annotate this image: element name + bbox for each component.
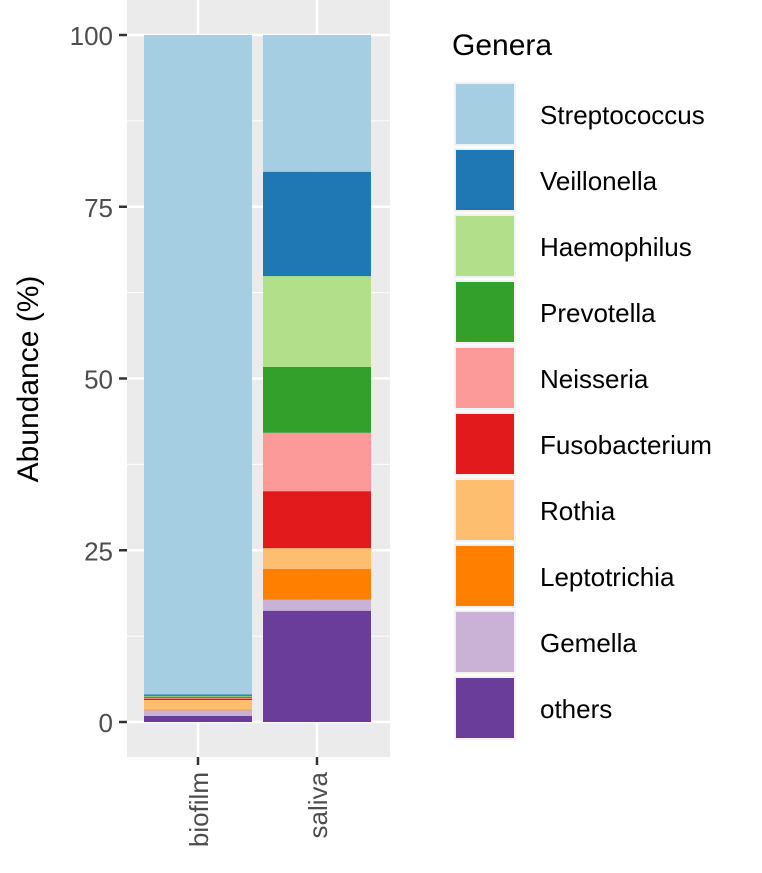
legend-label: others bbox=[540, 694, 612, 724]
bar-biofilm-veillonella bbox=[144, 694, 252, 696]
x-tick-label-biofilm: biofilm bbox=[184, 772, 214, 847]
bar-biofilm-others bbox=[144, 715, 252, 722]
legend-label: Haemophilus bbox=[540, 232, 692, 262]
legend-label: Streptococcus bbox=[540, 100, 705, 130]
bar-saliva-neisseria bbox=[263, 432, 371, 492]
legend-key-rothia bbox=[456, 480, 514, 540]
legend-key-gemella bbox=[456, 612, 514, 672]
legend-title: Genera bbox=[452, 29, 552, 62]
bar-saliva-rothia bbox=[263, 548, 371, 569]
y-tick-label: 75 bbox=[84, 193, 113, 223]
y-tick-label: 100 bbox=[70, 21, 113, 51]
bar-biofilm-leptotrichia bbox=[144, 709, 252, 711]
legend-label: Rothia bbox=[540, 496, 616, 526]
bar-biofilm-rothia bbox=[144, 700, 252, 710]
bar-saliva-leptotrichia bbox=[263, 568, 371, 600]
legend-label: Fusobacterium bbox=[540, 430, 712, 460]
legend-key-leptotrichia bbox=[456, 546, 514, 606]
legend-label: Leptotrichia bbox=[540, 562, 675, 592]
legend-key-fusobacterium bbox=[456, 414, 514, 474]
legend-label: Gemella bbox=[540, 628, 637, 658]
bar-saliva-fusobacterium bbox=[263, 491, 371, 549]
bar-biofilm-haemophilus bbox=[144, 695, 252, 697]
bar-saliva-gemella bbox=[263, 599, 371, 611]
bar-biofilm-fusobacterium bbox=[144, 698, 252, 701]
bar-biofilm-streptococcus bbox=[144, 35, 252, 695]
y-tick-label: 0 bbox=[99, 708, 113, 738]
legend-key-veillonella bbox=[456, 150, 514, 210]
bar-saliva-veillonella bbox=[263, 171, 371, 277]
legend-key-others bbox=[456, 678, 514, 738]
bar-saliva-streptococcus bbox=[263, 35, 371, 172]
legend-label: Neisseria bbox=[540, 364, 649, 394]
legend-key-haemophilus bbox=[456, 216, 514, 276]
bar-saliva-prevotella bbox=[263, 366, 371, 433]
legend-key-neisseria bbox=[456, 348, 514, 408]
y-axis-label: Abundance (%) bbox=[12, 276, 45, 483]
x-tick-label-saliva: saliva bbox=[303, 771, 333, 838]
legend-key-streptococcus bbox=[456, 84, 514, 144]
y-tick-label: 25 bbox=[84, 536, 113, 566]
bar-saliva-others bbox=[263, 610, 371, 722]
y-tick-label: 50 bbox=[84, 365, 113, 395]
bar-saliva-haemophilus bbox=[263, 276, 371, 367]
legend-label: Prevotella bbox=[540, 298, 656, 328]
bar-biofilm-prevotella bbox=[144, 696, 252, 698]
legend-label: Veillonella bbox=[540, 166, 658, 196]
bar-biofilm-neisseria bbox=[144, 697, 252, 699]
legend-key-prevotella bbox=[456, 282, 514, 342]
bar-biofilm-gemella bbox=[144, 710, 252, 716]
